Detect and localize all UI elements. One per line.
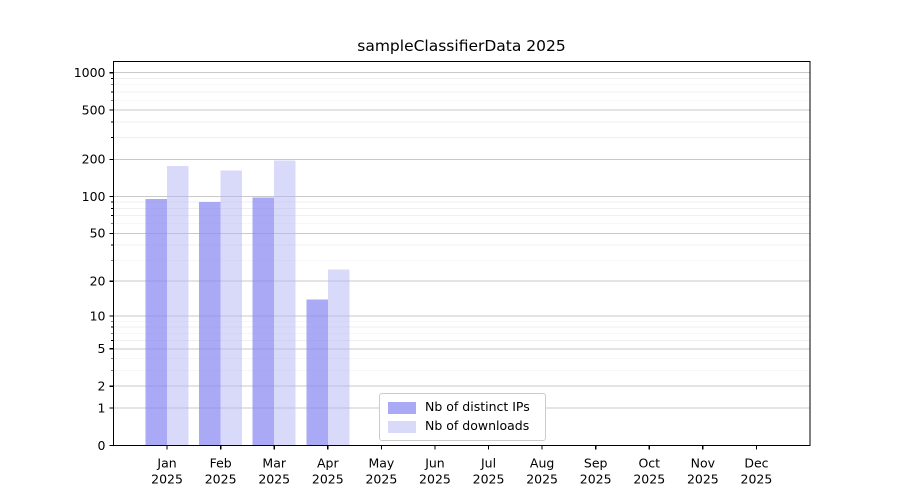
x-tick-label-month: Nov [691,456,716,471]
legend-item-downloads: Nb of downloads [388,419,537,434]
y-tick-label: 20 [90,274,106,289]
x-tick-label-year: 2025 [526,472,558,487]
y-tick-label: 200 [82,152,106,167]
bar-downloads-jan [167,165,189,446]
bar-distinct-ips-jan [145,199,168,446]
y-tick-label: 100 [82,189,106,204]
legend-label-downloads: Nb of downloads [425,418,530,434]
y-tick-label: 2 [98,379,106,394]
bar-downloads-apr [327,269,350,446]
x-tick-label-month: Sep [584,456,608,471]
plot-border [112,60,811,447]
x-tick-label-month: Dec [744,456,768,471]
x-tick-label-month: Jun [424,456,445,471]
y-tick-label: 0 [98,438,106,453]
x-tick-label-month: Jan [156,456,176,471]
legend-swatch-downloads-icon [388,420,416,433]
y-tick-label: 1 [98,400,106,415]
legend: Nb of distinct IPs Nb of downloads [379,393,546,441]
x-tick-label-year: 2025 [473,472,505,487]
y-tick-label: 1000 [74,65,106,80]
x-tick-label-month: Apr [317,456,339,471]
bar-downloads-feb [220,170,243,446]
x-tick-label-year: 2025 [580,472,612,487]
legend-swatch-distinct-ips-icon [388,401,416,414]
x-tick-label-year: 2025 [741,472,773,487]
legend-label-distinct-ips: Nb of distinct IPs [425,399,530,415]
y-tick-label: 50 [90,226,106,241]
x-tick-label-year: 2025 [151,472,183,487]
x-tick-label-year: 2025 [365,472,397,487]
x-tick-label-month: Oct [638,456,660,471]
x-tick-label-month: Mar [262,456,286,471]
x-tick-label-year: 2025 [258,472,290,487]
x-tick-label-year: 2025 [687,472,719,487]
bar-distinct-ips-mar [252,197,275,446]
x-tick-label-month: Jul [480,456,496,471]
x-tick-label-year: 2025 [633,472,665,487]
x-tick-label-month: May [368,456,394,471]
x-tick-label-year: 2025 [205,472,237,487]
legend-item-distinct-ips: Nb of distinct IPs [388,400,537,415]
x-tick-label-year: 2025 [419,472,451,487]
y-tick-label: 500 [82,102,106,117]
x-tick-label-month: Aug [530,456,554,471]
bar-distinct-ips-feb [199,202,221,446]
chart-title: sampleClassifierData 2025 [357,37,566,55]
bar-downloads-mar [274,160,296,446]
bar-distinct-ips-apr [306,299,328,446]
y-tick-label: 10 [90,308,106,323]
x-tick-label-year: 2025 [312,472,344,487]
y-tick-label: 5 [98,341,106,356]
x-tick-label-month: Feb [210,456,232,471]
